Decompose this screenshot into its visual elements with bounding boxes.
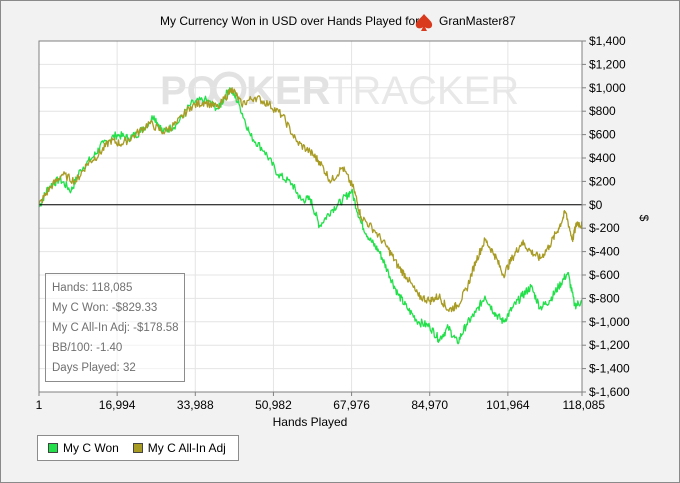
x-tick-label: 50,982 — [255, 398, 292, 412]
legend-label-won: My C Won — [63, 441, 119, 455]
legend-swatch-won — [48, 443, 58, 453]
y-tick-label: $-1,000 — [589, 315, 630, 329]
y-tick-label: $-200 — [589, 221, 620, 235]
series-layer — [38, 87, 583, 345]
stats-box: Hands: 118,085 My C Won: -$829.33 My C A… — [45, 273, 185, 382]
stat-allin: My C All-In Adj: -$178.58 — [52, 322, 179, 334]
y-tick-label: $-1,200 — [589, 338, 630, 352]
plot-border — [38, 40, 583, 393]
x-tick-label: 67,976 — [333, 398, 370, 412]
x-tick-label: 118,085 — [563, 398, 606, 412]
y-tick-label: $1,400 — [589, 34, 626, 48]
legend-swatch-allin — [132, 443, 143, 453]
y-tick-label: $-1,400 — [589, 362, 630, 376]
legend: My C Won My C All-In Adj — [37, 435, 239, 461]
stat-bb100: BB/100: -1.40 — [52, 342, 123, 354]
stat-days: Days Played: 32 — [52, 362, 136, 374]
y-tick-label: $1,000 — [589, 81, 626, 95]
series-line-won — [38, 87, 583, 345]
stat-hands: Hands: 118,085 — [52, 282, 133, 294]
x-axis-label: Hands Played — [273, 415, 348, 429]
series-line-allin — [38, 87, 583, 313]
y-tick-label: $-600 — [589, 268, 620, 282]
x-tick-label: 1 — [36, 398, 43, 412]
poker-chip-icon — [211, 71, 247, 107]
y-axis-label: $ — [637, 215, 651, 222]
x-tick-label: 84,970 — [411, 398, 448, 412]
y-tick-label: $1,200 — [589, 57, 626, 71]
watermark-text-ker: KER — [246, 69, 331, 113]
x-tick-label: 33,988 — [177, 398, 214, 412]
legend-label-allin: My C All-In Adj — [147, 441, 226, 455]
y-tick-label: $800 — [589, 104, 616, 118]
legend-item-won[interactable]: My C Won — [48, 441, 119, 455]
watermark-text-tracker: TRACKER — [328, 69, 519, 113]
x-tick-label: 16,994 — [99, 398, 136, 412]
y-tick-label: $0 — [589, 198, 603, 212]
stat-won: My C Won: -$829.33 — [52, 302, 158, 314]
y-tick-label: $200 — [589, 174, 616, 188]
y-tick-label: $600 — [589, 128, 616, 142]
y-tick-labels: $1,400 $1,200 $1,000 $800 $600 $400 $200 $0 $-20… — [582, 34, 630, 399]
spade-icon — [415, 14, 433, 31]
chart-title: My Currency Won in USD over Hands Played… — [160, 14, 419, 28]
y-tick-label: $-800 — [589, 291, 620, 305]
axes — [38, 40, 583, 393]
y-tick-label: $400 — [589, 151, 616, 165]
y-tick-label: $-1,600 — [589, 385, 630, 399]
y-tick-label: $-400 — [589, 245, 620, 259]
x-tick-labels: 1 16,994 33,988 50,982 67,976 84,970 101,964 11… — [36, 392, 606, 412]
legend-item-allin[interactable]: My C All-In Adj — [132, 441, 226, 455]
x-tick-label: 101,964 — [486, 398, 530, 412]
player-name: GranMaster87 — [439, 14, 516, 28]
